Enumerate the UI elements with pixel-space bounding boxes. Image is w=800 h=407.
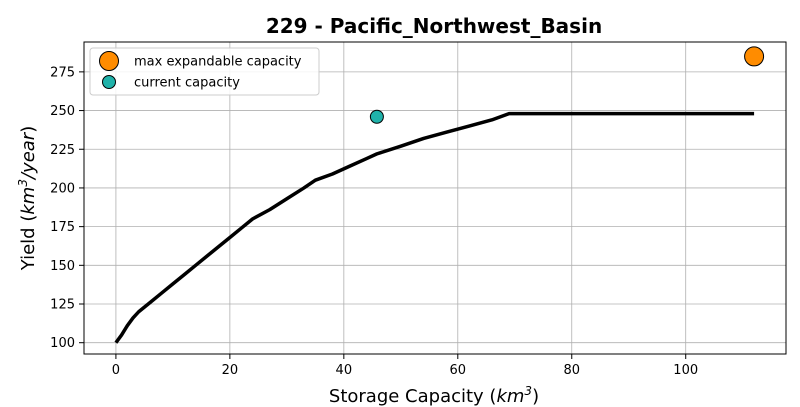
current-capacity-point [369,109,384,124]
x-axis-label: Storage Capacity (km3) [329,384,539,407]
x-tick-label: 100 [673,363,698,378]
x-tick-label: 40 [336,363,353,378]
y-ticks: 100 125 150 175 200 225 250 275 [50,65,84,351]
y-axis-label-sup: 3 [16,179,30,187]
plot-frame [83,41,787,355]
x-tick-label: 60 [450,363,467,378]
x-axis-label-text: Storage Capacity ( [329,386,497,407]
y-tick-label: 275 [50,65,75,80]
legend-marker [102,75,116,89]
y-tick-label: 225 [50,143,75,158]
x-axis-label-unit: km [496,386,524,407]
y-tick-label: 100 [50,336,75,351]
legend-box [89,47,320,96]
yield-curve-line [114,111,755,344]
x-ticks: 0 20 40 60 80 100 [112,354,698,378]
x-axis-label-close: ) [532,386,539,407]
legend-label: max expandable capacity [134,55,302,70]
y-tick-label: 175 [50,220,75,235]
y-axis-label-close: ) [18,126,39,133]
x-tick-label: 0 [112,363,120,378]
y-axis-label-unit2: year [18,131,39,174]
x-tick-label: 80 [563,363,580,378]
y-axis-label: Yield (km3/year) [16,126,39,272]
legend-marker [99,51,119,71]
y-tick-label: 250 [50,104,75,119]
grid [84,42,786,354]
x-axis-label-sup: 3 [524,384,532,398]
series-layer [114,111,755,344]
legend-label: current capacity [134,76,240,91]
y-tick-label: 200 [50,181,75,196]
max-capacity-point [744,46,765,67]
y-axis-label-unit: km [18,187,39,215]
y-axis-label-text: Yield ( [18,215,39,272]
y-tick-label: 125 [50,298,75,313]
legend: max expandable capacity current capacity [89,47,320,96]
points-layer [369,46,765,124]
chart-title: 229 - Pacific_Northwest_Basin [266,14,602,38]
y-tick-label: 150 [50,259,75,274]
y-axis-label-slash: / [18,171,39,181]
x-tick-label: 20 [222,363,239,378]
